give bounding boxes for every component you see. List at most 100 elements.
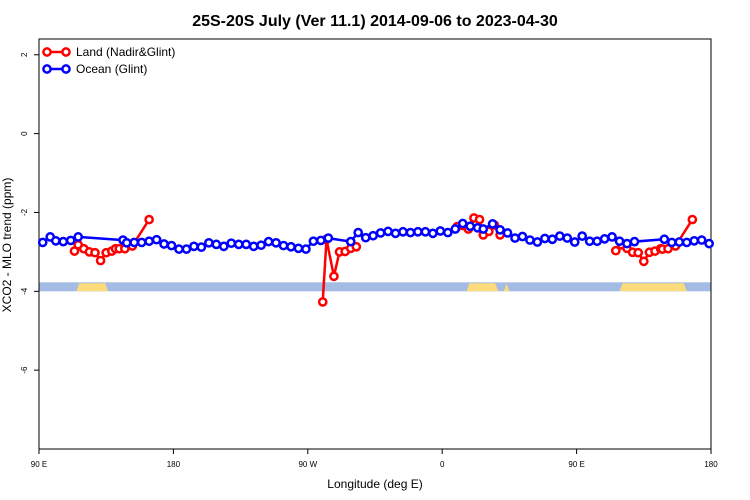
data-point <box>666 237 677 248</box>
data-point <box>428 228 438 239</box>
data-point <box>159 239 169 249</box>
series-layer <box>37 213 714 307</box>
data-point <box>73 232 84 242</box>
data-point <box>577 231 588 241</box>
y-tick-label: -6 <box>20 366 29 374</box>
data-point <box>457 218 468 229</box>
land-segment-2 <box>503 283 510 292</box>
data-point <box>495 224 505 235</box>
data-point <box>478 224 489 234</box>
data-point <box>95 255 106 266</box>
data-point <box>351 241 362 252</box>
data-point <box>610 245 621 256</box>
x-tick-label: 90 E <box>568 460 584 469</box>
data-point <box>353 227 364 238</box>
data-point <box>435 226 446 236</box>
x-tick-label: 180 <box>704 460 718 469</box>
data-point <box>704 238 714 249</box>
data-point <box>181 244 192 254</box>
data-point <box>121 237 132 248</box>
legend-marker <box>61 64 71 74</box>
data-point <box>420 226 431 237</box>
data-point <box>554 231 565 241</box>
data-point <box>144 236 154 247</box>
data-point <box>248 241 259 252</box>
data-point <box>532 237 543 247</box>
data-point <box>390 228 401 239</box>
data-point <box>58 236 69 247</box>
data-point <box>442 227 453 238</box>
data-point <box>689 235 700 246</box>
series-1 <box>37 218 714 254</box>
data-point <box>129 237 140 248</box>
data-point <box>681 237 692 248</box>
data-point <box>196 242 207 253</box>
y-axis: 2 0 -2 -4 -6 <box>20 52 39 374</box>
x-tick-label: 0 <box>440 460 445 469</box>
land-ocean-band <box>39 282 711 292</box>
legend-item-1: Ocean (Glint) <box>42 62 147 76</box>
data-point <box>629 236 640 247</box>
data-point <box>398 226 408 237</box>
data-point <box>323 233 334 243</box>
data-point <box>316 235 326 246</box>
data-point <box>144 214 154 225</box>
y-tick-label: 2 <box>20 52 29 57</box>
data-point <box>584 236 595 247</box>
data-point <box>233 239 244 250</box>
data-point <box>540 233 550 244</box>
data-point <box>502 228 513 238</box>
x-tick-label: 180 <box>167 460 181 469</box>
data-point <box>263 236 274 247</box>
legend-item-0: Land (Nadir&Glint) <box>42 45 175 59</box>
legend-label: Land (Nadir&Glint) <box>76 45 175 59</box>
legend-marker <box>42 64 52 74</box>
legend-marker <box>42 47 52 57</box>
land-segment-0 <box>76 283 109 292</box>
ocean-band <box>39 282 711 292</box>
data-point <box>211 239 222 250</box>
data-point <box>687 214 698 225</box>
y-tick-label: -4 <box>20 287 29 295</box>
data-point <box>517 231 528 242</box>
data-point <box>562 233 573 243</box>
data-point <box>405 227 416 238</box>
data-point <box>525 235 535 245</box>
data-point <box>256 240 266 251</box>
data-point <box>659 234 670 245</box>
legend-label: Ocean (Glint) <box>76 62 147 76</box>
data-point <box>278 240 289 251</box>
data-point <box>569 237 580 247</box>
x-tick-label: 90 E <box>31 460 47 469</box>
data-point <box>166 240 177 251</box>
x-axis: 90 E 180 90 W 0 90 E 180 <box>31 449 718 469</box>
data-point <box>174 244 184 254</box>
series-0 <box>69 213 698 307</box>
data-point <box>510 233 520 243</box>
data-point <box>241 239 252 250</box>
data-point <box>151 234 162 245</box>
data-point <box>50 235 61 246</box>
data-point <box>674 237 685 247</box>
data-point <box>226 238 237 249</box>
data-point <box>301 244 311 254</box>
data-point <box>293 243 304 254</box>
data-point <box>375 228 386 238</box>
data-point <box>599 234 610 244</box>
data-point <box>465 221 476 232</box>
data-point <box>136 237 147 248</box>
data-point <box>317 297 328 307</box>
data-point <box>607 232 617 242</box>
data-point <box>474 214 485 225</box>
data-point <box>204 237 214 248</box>
land-segment-3 <box>619 283 687 292</box>
data-point <box>189 241 199 252</box>
data-point <box>90 247 100 258</box>
x-tick-label: 90 W <box>298 460 317 469</box>
data-point <box>614 236 625 247</box>
data-point <box>696 235 707 245</box>
y-tick-label: -2 <box>20 208 29 216</box>
data-point <box>638 256 649 267</box>
data-point <box>345 236 356 247</box>
